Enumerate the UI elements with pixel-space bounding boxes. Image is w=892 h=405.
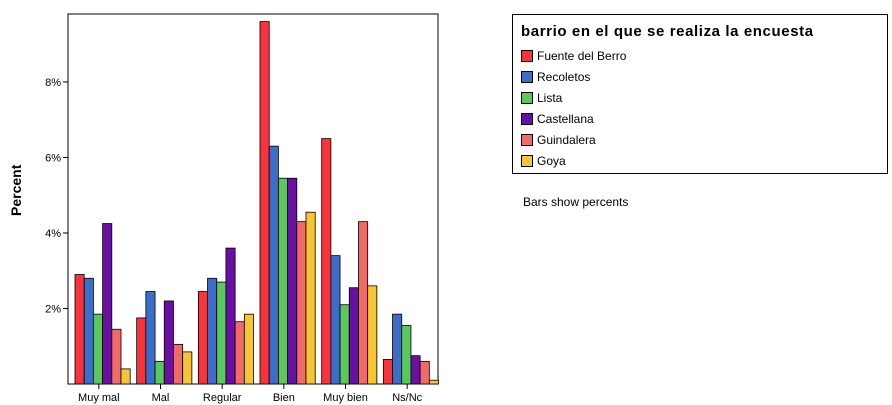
bar	[243, 313, 254, 385]
bar	[268, 145, 279, 385]
legend-swatch	[521, 112, 533, 125]
bar	[83, 277, 94, 385]
bar	[207, 277, 218, 385]
bar	[93, 313, 104, 385]
legend: barrio en el que se realiza la encuesta …	[512, 14, 888, 174]
bar	[225, 247, 236, 385]
legend-label: Castellana	[537, 111, 594, 126]
bar	[287, 177, 298, 385]
bar	[339, 304, 350, 385]
bar	[358, 221, 369, 385]
bar	[182, 351, 193, 385]
bar	[111, 328, 122, 385]
bar	[392, 313, 403, 385]
bar	[74, 274, 85, 385]
legend-item: Goya	[521, 150, 626, 171]
bar	[428, 379, 439, 385]
y-tick-label: 8%	[45, 77, 61, 89]
bar	[348, 287, 359, 385]
legend-items: Fuente del Berro Recoletos Lista Castellana…	[521, 45, 626, 171]
bar	[145, 291, 156, 385]
bar	[367, 285, 378, 385]
legend-item: Guindalera	[521, 129, 626, 150]
legend-swatch	[521, 49, 533, 62]
bar	[259, 21, 270, 385]
x-tick-label: Regular	[203, 392, 242, 404]
bar	[305, 211, 316, 385]
x-tick-label: Muy mal	[78, 392, 120, 404]
x-tick-label: Mal	[152, 392, 170, 404]
legend-label: Recoletos	[537, 69, 591, 84]
bar	[102, 223, 113, 385]
bar	[330, 255, 341, 385]
legend-title: barrio en el que se realiza la encuesta	[521, 23, 814, 40]
bar	[382, 359, 393, 385]
legend-swatch	[521, 133, 533, 146]
bar	[120, 368, 131, 385]
legend-label: Guindalera	[537, 132, 596, 147]
bar	[173, 343, 184, 385]
legend-swatch	[521, 154, 533, 167]
bar	[234, 321, 245, 385]
bar	[136, 317, 147, 385]
y-tick-label: 6%	[45, 152, 61, 164]
y-axis-label: Percent	[8, 164, 24, 216]
y-tick-label: 4%	[45, 228, 61, 240]
legend-item: Recoletos	[521, 66, 626, 87]
bar	[321, 138, 332, 385]
legend-item: Lista	[521, 87, 626, 108]
bar	[277, 177, 288, 385]
legend-label: Fuente del Berro	[537, 48, 627, 63]
bar	[410, 355, 421, 385]
bar	[419, 360, 430, 385]
plot-area: 2% 4% 6% 8% Muy mal Mal Regular Bien Muy bien Ns/…	[45, 13, 439, 404]
bar	[197, 291, 208, 385]
bar	[163, 300, 174, 385]
bar	[401, 325, 412, 385]
legend-item: Fuente del Berro	[521, 45, 626, 66]
y-tick-label: 2%	[45, 303, 61, 315]
x-tick-label: Ns/Nc	[392, 392, 422, 404]
bars-note: Bars show percents	[523, 195, 629, 209]
bar	[216, 281, 227, 385]
legend-swatch	[521, 70, 533, 83]
legend-item: Castellana	[521, 108, 626, 129]
x-tick-label: Muy bien	[323, 392, 368, 404]
x-tick-label: Bien	[273, 392, 295, 404]
legend-swatch	[521, 91, 533, 104]
legend-label: Lista	[537, 90, 563, 105]
bar	[296, 221, 307, 385]
bar	[154, 360, 165, 385]
legend-label: Goya	[537, 153, 566, 168]
